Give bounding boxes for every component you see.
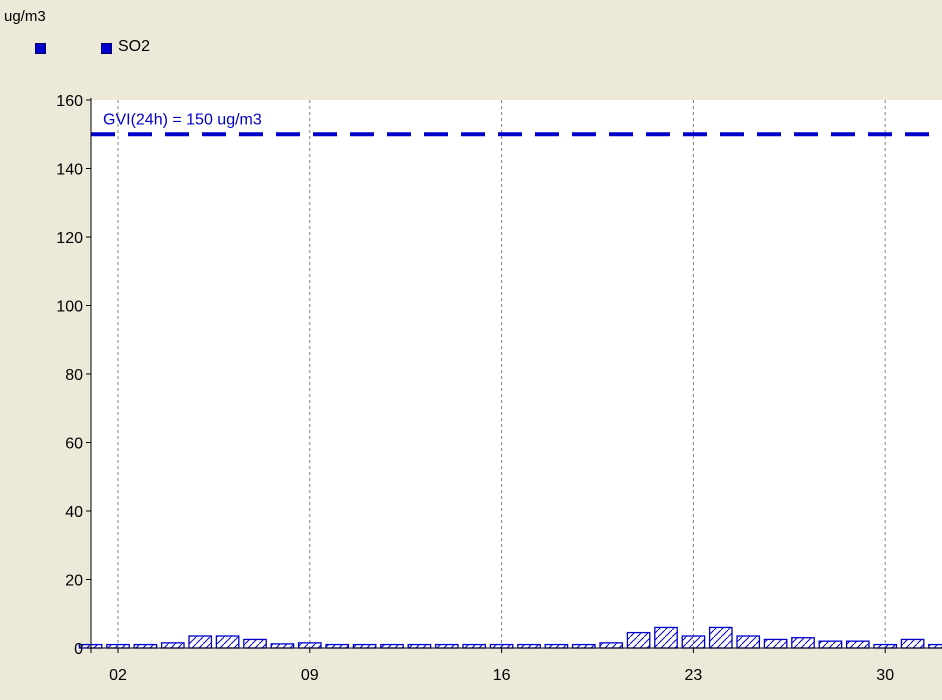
bar <box>736 635 761 649</box>
y-tick-label: 80 <box>65 367 83 384</box>
tick-labels: 0 20 40 60 80 100 120 140 160 02 09 16 23 30 <box>56 93 894 684</box>
bar <box>845 640 870 649</box>
y-tick-label: 160 <box>56 93 83 110</box>
guideline-label: GVI(24h) = 150 ug/m3 <box>103 111 262 128</box>
bar <box>188 635 213 649</box>
legend-swatch <box>35 43 46 54</box>
plot-area <box>91 100 942 648</box>
bar <box>791 637 815 649</box>
bar <box>681 635 706 649</box>
bar <box>297 642 322 649</box>
bar <box>654 626 678 649</box>
legend-swatch-so2 <box>101 43 112 54</box>
bar <box>489 643 514 649</box>
y-tick-label: 60 <box>65 436 83 453</box>
bar <box>900 638 925 649</box>
bar <box>626 631 651 649</box>
y-tick-label: 20 <box>65 573 83 590</box>
bar <box>928 643 942 649</box>
grid-lines <box>117 100 886 648</box>
bar <box>873 643 898 649</box>
bar <box>818 640 843 649</box>
bar <box>407 643 432 649</box>
y-tick-label: 40 <box>65 504 83 521</box>
x-tick-label: 02 <box>109 667 127 684</box>
bar <box>434 643 459 649</box>
x-tick-label: 16 <box>493 667 511 684</box>
bar <box>544 643 569 649</box>
bar <box>380 643 404 649</box>
axes <box>90 98 942 649</box>
bar <box>462 643 487 649</box>
bar <box>325 643 350 649</box>
bar <box>243 638 267 649</box>
bar <box>599 642 624 649</box>
bar <box>133 643 158 649</box>
bar <box>106 643 130 649</box>
bar <box>215 635 240 649</box>
bar <box>763 638 788 649</box>
x-tick-label: 09 <box>301 667 319 684</box>
bar <box>571 643 596 649</box>
bar <box>160 642 185 649</box>
y-tick-label: 120 <box>56 230 83 247</box>
y-axis-unit-label: ug/m3 <box>4 8 46 25</box>
legend-label-so2: SO2 <box>118 38 151 55</box>
bar <box>352 643 377 649</box>
x-tick-label: 30 <box>876 667 894 684</box>
bar <box>517 643 541 649</box>
x-tick-label: 23 <box>685 667 703 684</box>
bar <box>708 626 733 649</box>
y-tick-label: 0 <box>74 641 83 658</box>
y-tick-label: 140 <box>56 162 83 179</box>
bar <box>270 643 295 649</box>
y-tick-label: 100 <box>56 299 83 316</box>
